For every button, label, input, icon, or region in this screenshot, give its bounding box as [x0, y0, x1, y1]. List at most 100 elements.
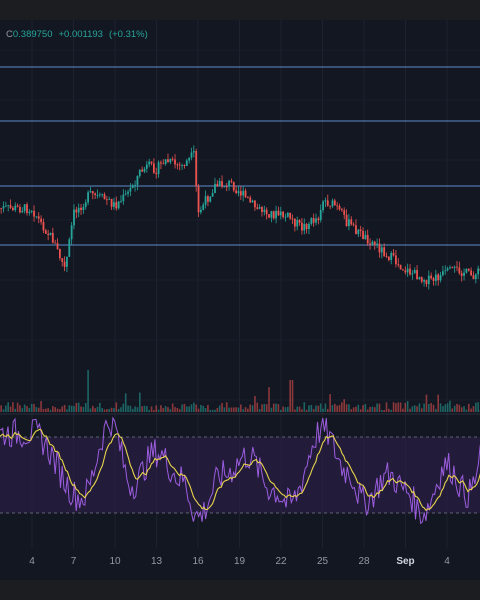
candle-body: [369, 243, 371, 245]
volume-bar: [381, 409, 383, 412]
candle-body: [160, 162, 162, 164]
grid-layer: [0, 20, 480, 548]
volume-bar: [242, 409, 244, 412]
volume-bar: [303, 402, 306, 412]
volume-bar: [369, 406, 371, 412]
candle-body: [357, 229, 360, 235]
volume-bar: [268, 387, 270, 412]
volume-bar: [188, 406, 190, 412]
candle-body: [282, 211, 285, 217]
candle-body: [155, 172, 158, 175]
candle-body: [446, 268, 449, 271]
candle-body: [265, 209, 268, 215]
volume-bar: [7, 402, 9, 412]
candle-body: [105, 199, 108, 201]
candle-body: [101, 194, 104, 196]
volume-bar: [376, 403, 378, 412]
volume-bar: [282, 406, 284, 412]
volume-bar: [110, 407, 113, 412]
volume-bar: [338, 405, 341, 412]
candle-body: [303, 224, 306, 231]
candle-body: [284, 216, 287, 218]
volume-bar: [418, 403, 421, 412]
chart-canvas[interactable]: [0, 20, 480, 580]
candle-body: [296, 220, 299, 227]
price-legend: C0.389750 +0.001193 (+0.31%): [6, 29, 148, 40]
chart-panel[interactable]: C0.389750 +0.001193 (+0.31%) 4 7 10 13 16 19 2…: [0, 20, 480, 580]
candle-body: [310, 218, 313, 224]
candle-body: [291, 218, 294, 220]
volume-bar: [54, 407, 56, 412]
volume-bar: [254, 396, 256, 412]
time-tick-label: Sep: [396, 556, 415, 567]
volume-bar: [402, 408, 404, 412]
volume-bar: [322, 408, 324, 412]
close-prefix: C: [6, 29, 13, 40]
candle-body: [453, 266, 456, 268]
candle-body: [319, 210, 322, 221]
candle-body: [75, 209, 78, 213]
volume-bar: [146, 406, 148, 412]
volume-bar: [14, 408, 17, 412]
close-value: C0.389750: [6, 29, 53, 40]
candle-body: [395, 255, 397, 265]
candle-body: [329, 205, 332, 207]
volume-bar: [30, 403, 33, 412]
candle-body: [188, 157, 191, 161]
volume-bar: [101, 407, 103, 412]
volume-bar: [73, 406, 75, 412]
candle-body: [56, 243, 59, 250]
candle-body: [195, 151, 198, 187]
volume-bar: [89, 408, 92, 412]
candle-body: [221, 181, 223, 187]
volume-bar: [136, 407, 139, 412]
candle-body: [157, 162, 160, 175]
volume-bar: [108, 408, 111, 412]
volume-bar: [359, 409, 362, 412]
volume-bar: [207, 404, 209, 412]
volume-bar: [63, 404, 66, 412]
volume-bar: [138, 392, 141, 412]
volume-bar: [181, 404, 183, 412]
candle-body: [477, 268, 480, 275]
volume-bar: [214, 409, 216, 412]
candle-body: [131, 185, 134, 189]
volume-bar: [237, 407, 240, 412]
candle-body: [127, 191, 129, 194]
candle-body: [317, 218, 320, 221]
volume-bar: [258, 409, 261, 412]
candle-body: [263, 209, 266, 212]
candle-body: [216, 183, 219, 187]
candle-body: [199, 209, 202, 213]
candle-body: [207, 196, 209, 202]
time-tick-label: 16: [192, 556, 204, 567]
volume-bar: [169, 409, 172, 412]
volume-bar: [131, 408, 134, 412]
candle-body: [28, 211, 31, 213]
candle-body: [413, 269, 416, 274]
candle-body: [145, 164, 148, 169]
candle-body: [77, 207, 80, 213]
candle-body: [23, 204, 26, 211]
volume-bar: [195, 404, 197, 412]
candle-body: [418, 277, 421, 280]
volume-bar: [357, 404, 360, 412]
candle-body: [293, 218, 296, 227]
candle-body: [152, 163, 155, 173]
volume-bar: [155, 405, 158, 412]
candle-body: [237, 191, 240, 194]
volume-bar: [470, 408, 472, 412]
volume-bar: [263, 403, 266, 412]
volume-bar: [160, 405, 162, 412]
candle-body: [411, 273, 414, 275]
volume-bar: [190, 404, 193, 412]
volume-bar: [12, 402, 14, 412]
volume-bar: [458, 404, 461, 412]
candle-body: [456, 266, 458, 268]
candle-body: [434, 274, 437, 281]
candle-body: [439, 275, 442, 281]
volume-bar: [216, 407, 219, 412]
candle-body: [11, 207, 14, 211]
volume-bar: [134, 406, 136, 412]
time-tick-label: 4: [444, 556, 450, 567]
